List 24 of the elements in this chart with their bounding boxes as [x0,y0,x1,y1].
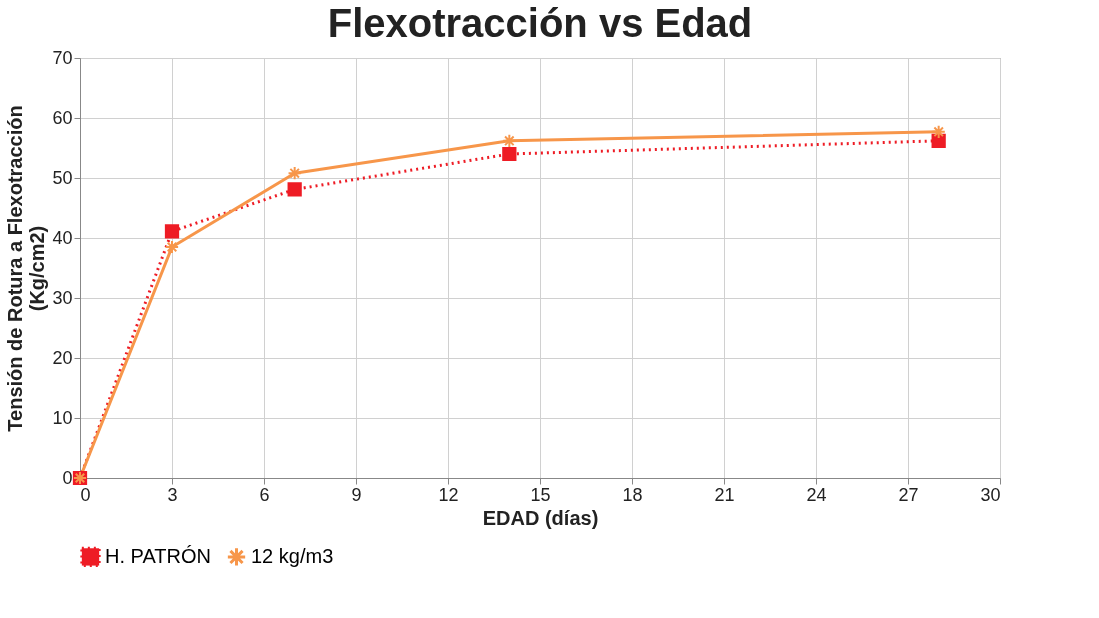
y-tick-label: 10 [52,407,73,428]
chart-title: Flexotracción vs Edad [327,1,753,45]
legend-label: 12 kg/m3 [251,544,334,567]
x-tick-label: 15 [530,484,551,505]
x-tick-label: 0 [80,484,91,505]
y-tick-label: 60 [52,107,73,128]
y-tick-label: 70 [52,47,73,68]
x-tick-label: 24 [806,484,827,505]
x-tick-label: 6 [259,484,270,505]
x-tick-label: 12 [438,484,459,505]
x-tick-label: 18 [622,484,643,505]
y-tick-label: 0 [62,467,73,488]
x-tick-label: 9 [351,484,362,505]
x-tick-label: 3 [167,484,178,505]
legend-label: H. PATRÓN [105,544,211,567]
y-tick-label: 50 [52,167,73,188]
x-tick-label: 30 [980,484,1001,505]
x-tick-label: 27 [898,484,919,505]
x-axis-title: EDAD (días) [482,506,599,529]
x-tick-label: 21 [714,484,735,505]
y-tick-label: 30 [52,287,73,308]
y-axis-title: Tensión de Rotura a Flexotracción (Kg/cm2) [4,105,49,432]
y-tick-label: 40 [52,227,73,248]
y-tick-label: 20 [52,347,73,368]
